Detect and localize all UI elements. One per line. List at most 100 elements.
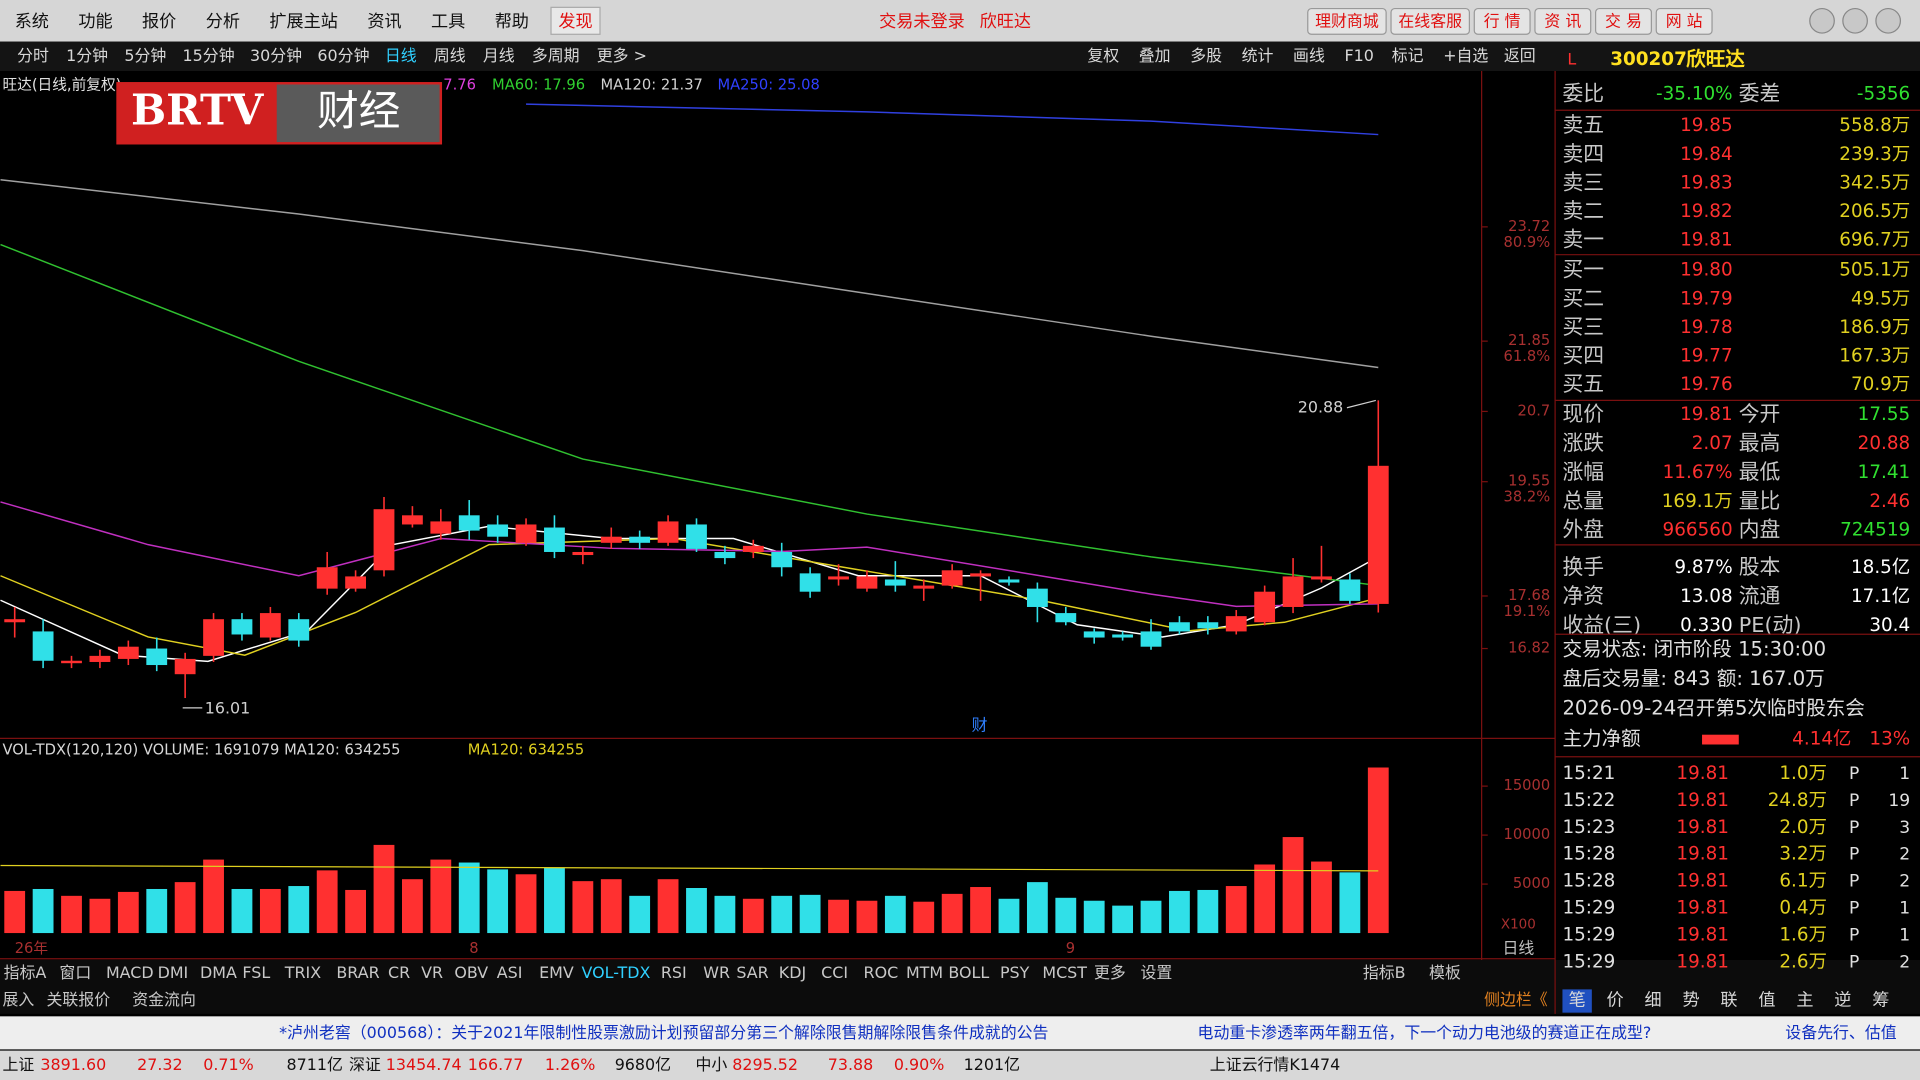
indicator-tab[interactable]: VR <box>421 963 443 982</box>
side-tab[interactable]: 值 <box>1758 990 1775 1010</box>
candle-body <box>1225 616 1247 632</box>
window-tab[interactable]: 关联报价 <box>47 990 111 1009</box>
indicator-tab[interactable]: WR <box>703 963 730 982</box>
main-flow-value: 4.14亿 <box>1792 729 1851 750</box>
news-ticker[interactable]: 设备先行、估值 <box>1785 1023 1896 1042</box>
menu-item[interactable]: 报价 <box>142 12 176 32</box>
menu-item[interactable]: 系统 <box>15 12 49 32</box>
candle-body <box>714 551 736 559</box>
book-price: 19.77 <box>1680 346 1733 367</box>
menu-item[interactable]: 分析 <box>206 12 240 32</box>
index-quote: 13454.74 <box>386 1055 462 1074</box>
window-tab[interactable]: 展入 <box>2 990 34 1009</box>
main-flow-bar <box>1702 734 1739 745</box>
menu-item[interactable]: 功能 <box>78 12 112 32</box>
volume-bar <box>1311 861 1332 934</box>
indicator-tab[interactable]: 窗口 <box>59 963 91 982</box>
side-tab[interactable]: 势 <box>1682 990 1699 1010</box>
trade-state: 交易状态: 闭市阶段 15:30:00 <box>1562 638 1826 661</box>
title-button[interactable] <box>1307 7 1387 35</box>
indicator-tab[interactable]: TRIX <box>284 963 321 982</box>
indicator-tab[interactable]: CCI <box>821 963 848 982</box>
title-button[interactable] <box>1534 7 1592 35</box>
candle-body <box>544 527 565 552</box>
title-button[interactable] <box>1473 7 1531 35</box>
indicator-tab[interactable]: BRAR <box>336 963 379 982</box>
indicator-tab[interactable]: MCST <box>1042 963 1087 982</box>
title-button-label[interactable]: 网 站 <box>1666 12 1703 31</box>
indicator-tab[interactable]: 指标A <box>4 963 47 982</box>
indicator-tab[interactable]: DMA <box>200 963 237 982</box>
tool-button[interactable]: 标记 <box>1392 46 1424 65</box>
tool-button[interactable]: 统计 <box>1242 46 1274 65</box>
title-button-label[interactable]: 理财商城 <box>1315 12 1379 31</box>
side-tab[interactable]: 逆 <box>1834 990 1851 1010</box>
window-tab[interactable]: 资金流向 <box>132 990 196 1009</box>
side-tab[interactable]: 筹 <box>1872 990 1889 1010</box>
side-tab[interactable]: 联 <box>1720 990 1737 1010</box>
indicator-tab[interactable]: MACD <box>106 963 154 982</box>
indicator-tab[interactable]: VOL-TDX <box>582 963 651 982</box>
menu-item[interactable]: 扩展主站 <box>269 12 337 32</box>
news-ticker[interactable]: 电动重卡渗透率两年翻五倍，下一个动力电池级的赛道正在成型? <box>1198 1023 1652 1042</box>
indicator-tab[interactable]: MTM <box>906 963 943 982</box>
menu-item[interactable]: 资讯 <box>367 12 401 32</box>
indicator-tab[interactable]: OBV <box>454 963 488 982</box>
title-button[interactable] <box>1390 7 1470 35</box>
title-button-label[interactable]: 在线客服 <box>1398 12 1462 31</box>
tool-button[interactable]: +自选 <box>1443 46 1488 65</box>
indicator-tab[interactable]: EMV <box>539 963 574 982</box>
indicator-tab[interactable]: SAR <box>736 963 768 982</box>
side-tab[interactable]: 细 <box>1644 990 1661 1010</box>
indicator-tab[interactable]: ASI <box>497 963 523 982</box>
indicator-tab[interactable]: DMI <box>158 963 189 982</box>
indicator-tab[interactable]: RSI <box>661 963 687 982</box>
period-tab[interactable]: 1分钟 <box>66 46 108 65</box>
side-tab[interactable]: 主 <box>1796 990 1813 1010</box>
candle-body <box>1169 622 1190 632</box>
period-tab[interactable]: 周线 <box>434 46 466 65</box>
period-tab[interactable]: 15分钟 <box>183 46 235 65</box>
indicator-tab[interactable]: BOLL <box>948 963 989 982</box>
period-tab[interactable]: 5分钟 <box>124 46 166 65</box>
maximize-button[interactable] <box>1842 7 1868 34</box>
candle-body <box>1026 588 1048 607</box>
title-button-label[interactable]: 行 情 <box>1484 12 1521 31</box>
sidebar-toggle[interactable]: 侧边栏《 <box>1484 990 1548 1009</box>
title-button-label[interactable]: 交 易 <box>1605 12 1642 31</box>
indicator-tab[interactable]: 模板 <box>1429 963 1461 982</box>
tool-button[interactable]: F10 <box>1344 46 1373 65</box>
close-button[interactable] <box>1875 7 1902 34</box>
indicator-tab[interactable]: 更多 <box>1094 963 1126 982</box>
title-button[interactable] <box>1655 7 1713 35</box>
indicator-tab[interactable]: 设置 <box>1141 963 1173 982</box>
menu-item[interactable]: 帮助 <box>495 12 529 32</box>
tool-button[interactable]: 叠加 <box>1139 46 1171 65</box>
indicator-tab[interactable]: FSL <box>242 963 270 982</box>
title-button-label[interactable]: 资 讯 <box>1544 12 1581 31</box>
side-tab[interactable]: 笔 <box>1569 990 1586 1010</box>
menu-item[interactable]: 发现 <box>558 12 592 32</box>
title-button[interactable] <box>1594 7 1652 35</box>
period-tab[interactable]: 30分钟 <box>250 46 302 65</box>
indicator-tab[interactable]: PSY <box>1000 963 1030 982</box>
period-tab[interactable]: 更多 > <box>597 46 647 65</box>
tool-button[interactable]: 复权 <box>1087 46 1119 65</box>
indicator-tab[interactable]: KDJ <box>779 963 806 982</box>
period-tab[interactable]: 分时 <box>17 46 49 65</box>
menu-item[interactable]: 工具 <box>431 12 465 32</box>
tool-button[interactable]: 返回 <box>1504 46 1536 65</box>
tool-button[interactable]: 画线 <box>1293 46 1325 65</box>
period-tab[interactable]: 多周期 <box>532 46 580 65</box>
indicator-tab[interactable]: 指标B <box>1363 963 1406 982</box>
candle-body <box>1083 631 1105 638</box>
tool-button[interactable]: 多股 <box>1190 46 1222 65</box>
indicator-tab[interactable]: ROC <box>864 963 899 982</box>
minimize-button[interactable] <box>1809 7 1835 34</box>
period-tab[interactable]: 月线 <box>483 46 515 65</box>
side-tab[interactable]: 价 <box>1607 990 1624 1010</box>
news-ticker[interactable]: *泸州老窖（000568）：关于2021年限制性股票激励计划预留部分第三个解除限… <box>279 1023 1048 1042</box>
period-tab[interactable]: 60分钟 <box>317 46 369 65</box>
period-tab[interactable]: 日线 <box>385 46 417 65</box>
indicator-tab[interactable]: CR <box>388 963 410 982</box>
